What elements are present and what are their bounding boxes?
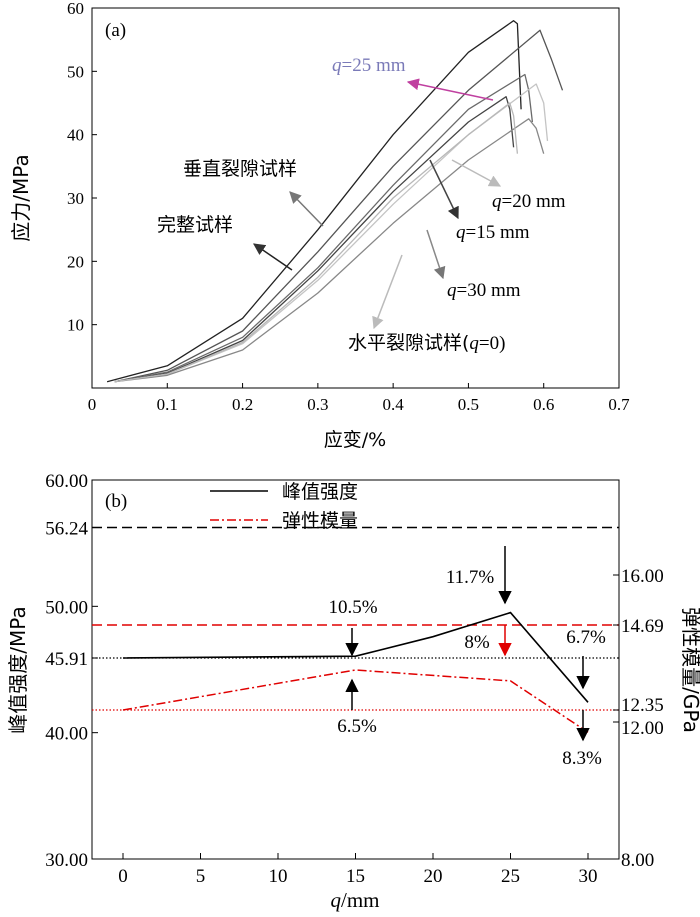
right-tick-label: 14.69 bbox=[621, 616, 664, 637]
x-tick-label: 0.3 bbox=[307, 395, 328, 414]
annotation-q30: q=30 mm bbox=[447, 280, 521, 301]
panel-b-x-axis: 0 5 10 15 20 25 30 bbox=[118, 853, 598, 887]
annotation-horizontal-crack: 水平裂隙试样(q=0) bbox=[348, 332, 505, 354]
panel-a: (a) 0 0.1 0.2 0.3 0.4 0.5 0.6 0.7 102030405060 … bbox=[9, 0, 630, 451]
x-tick-label: 20 bbox=[424, 866, 443, 887]
annotation-q25-arrow bbox=[406, 78, 494, 101]
left-tick-label: 56.24 bbox=[45, 519, 88, 540]
series-line-2 bbox=[114, 73, 534, 383]
x-tick-label: 30 bbox=[579, 866, 598, 887]
legend: 峰值强度 弹性模量 bbox=[210, 481, 358, 532]
x-tick-label: 0.4 bbox=[383, 395, 405, 414]
annotation-q25: q=25 mm bbox=[332, 55, 406, 76]
series-line-5 bbox=[114, 118, 545, 383]
annotation-horizontal-crack-text: 水平裂隙试样( bbox=[348, 332, 469, 354]
annotation-8: 8% bbox=[464, 632, 490, 653]
panel-b-annotations: 10.5% 11.7% 8% 6.7% 6.5% 8.3% bbox=[328, 546, 606, 769]
panel-b-series bbox=[122, 611, 589, 733]
x-tick-label: 15 bbox=[346, 866, 365, 887]
annotation-horizontal-crack-arrow bbox=[372, 254, 403, 330]
left-tick-label: 50.00 bbox=[45, 597, 88, 618]
panel-b-right-axis-label: 弹性模量/GPa bbox=[679, 607, 700, 733]
y-tick-label: 20 bbox=[67, 252, 84, 271]
panel-b-left-axis: 30.00 40.00 45.91 50.00 56.24 60.00 bbox=[45, 471, 98, 871]
annotation-q15-value: =15 mm bbox=[466, 222, 530, 243]
panel-b-reference-lines bbox=[92, 526, 619, 711]
right-tick-label: 12.35 bbox=[621, 695, 664, 716]
x-tick-label: 5 bbox=[196, 866, 206, 887]
right-tick-label: 16.00 bbox=[621, 566, 664, 587]
x-tick-label: 25 bbox=[501, 866, 520, 887]
panel-a-y-axis-label: 应力/MPa bbox=[9, 154, 33, 241]
x-tick-label: 0 bbox=[118, 866, 128, 887]
annotation-q15-var: q bbox=[456, 222, 466, 243]
annotation-horizontal-crack-var: q bbox=[469, 333, 479, 354]
annotation-q25-value: =25 mm bbox=[342, 55, 406, 76]
annotation-intact: 完整试样 bbox=[157, 214, 233, 236]
y-tick-label: 40 bbox=[67, 126, 84, 145]
y-tick-label: 10 bbox=[67, 316, 84, 335]
annotation-6-7: 6.7% bbox=[566, 627, 606, 648]
right-tick-label: 8.00 bbox=[621, 850, 654, 871]
annotation-q15: q=15 mm bbox=[456, 222, 530, 243]
y-tick-label: 60 bbox=[67, 0, 84, 18]
annotation-vertical-crack-text: 垂直裂隙试样 bbox=[183, 158, 297, 180]
annotation-q20: q=20 mm bbox=[492, 191, 566, 212]
panel-b: (b) 峰值强度 弹性模量 0 5 10 15 20 25 30 30.00 40.00 45.… bbox=[6, 471, 700, 912]
panel-b-x-axis-label: q/mm bbox=[330, 888, 379, 912]
annotation-q30-value: =30 mm bbox=[457, 280, 521, 301]
left-tick-label: 60.00 bbox=[45, 471, 88, 492]
panel-a-annotations: q=25 mm 垂直裂隙试样 完整试样 q=20 mm q=15 mm q=30… bbox=[157, 55, 566, 354]
panel-a-label: (a) bbox=[105, 20, 126, 41]
annotation-q20-value: =20 mm bbox=[502, 191, 566, 212]
panel-a-x-axis-label: 应变/% bbox=[324, 429, 386, 451]
annotation-6-5: 6.5% bbox=[337, 716, 377, 737]
annotation-vertical-crack-arrow bbox=[289, 191, 324, 227]
x-tick-label: 0.7 bbox=[608, 395, 630, 414]
x-tick-label: 0.2 bbox=[232, 395, 253, 414]
annotation-q30-var: q bbox=[447, 280, 457, 301]
x-tick-label: 0.5 bbox=[458, 395, 479, 414]
series-line-6 bbox=[114, 102, 519, 383]
legend-label-peak-strength: 峰值强度 bbox=[282, 481, 358, 503]
annotation-horizontal-crack-value: =0) bbox=[479, 333, 506, 354]
series-peak-strength bbox=[122, 611, 589, 703]
x-tick-label: 0.1 bbox=[157, 395, 178, 414]
x-tick-label: 10 bbox=[269, 866, 288, 887]
annotation-q20-arrow bbox=[451, 159, 502, 187]
panel-a-x-axis: 0 0.1 0.2 0.3 0.4 0.5 0.6 0.7 bbox=[88, 383, 630, 414]
series-line-1 bbox=[114, 29, 564, 383]
x-tick-label: 0.6 bbox=[533, 395, 554, 414]
annotation-intact-text: 完整试样 bbox=[157, 214, 233, 236]
annotation-10-5: 10.5% bbox=[328, 597, 377, 618]
annotation-q30-arrow bbox=[426, 229, 446, 280]
panel-a-series bbox=[106, 20, 564, 383]
panel-b-frame bbox=[91, 479, 620, 860]
panel-b-left-axis-label: 峰值强度/MPa bbox=[6, 606, 30, 733]
left-tick-label: 45.91 bbox=[45, 649, 88, 670]
x-tick-label: 0 bbox=[88, 395, 97, 414]
left-tick-label: 40.00 bbox=[45, 724, 88, 745]
annotation-q20-var: q bbox=[492, 191, 502, 212]
series-elastic-modulus bbox=[122, 669, 589, 733]
y-tick-label: 30 bbox=[67, 189, 84, 208]
panel-b-label: (b) bbox=[105, 491, 127, 512]
left-tick-label: 30.00 bbox=[45, 850, 88, 871]
legend-label-elastic-modulus: 弹性模量 bbox=[282, 510, 358, 532]
panel-a-y-axis: 10 20 30 40 50 60 bbox=[67, 0, 97, 335]
annotation-intact-arrow bbox=[253, 243, 293, 271]
panel-b-x-axis-label-unit: /mm bbox=[341, 888, 380, 912]
annotation-q15-arrow bbox=[429, 159, 459, 220]
annotation-8-3: 8.3% bbox=[562, 748, 602, 769]
annotation-vertical-crack: 垂直裂隙试样 bbox=[183, 158, 297, 180]
panel-b-x-axis-label-var: q bbox=[330, 888, 341, 912]
right-tick-label: 12.00 bbox=[621, 718, 664, 739]
y-tick-label: 50 bbox=[67, 62, 84, 81]
annotation-q25-var: q bbox=[332, 55, 342, 76]
series-line-0 bbox=[106, 20, 522, 383]
annotation-11-7: 11.7% bbox=[446, 567, 495, 588]
